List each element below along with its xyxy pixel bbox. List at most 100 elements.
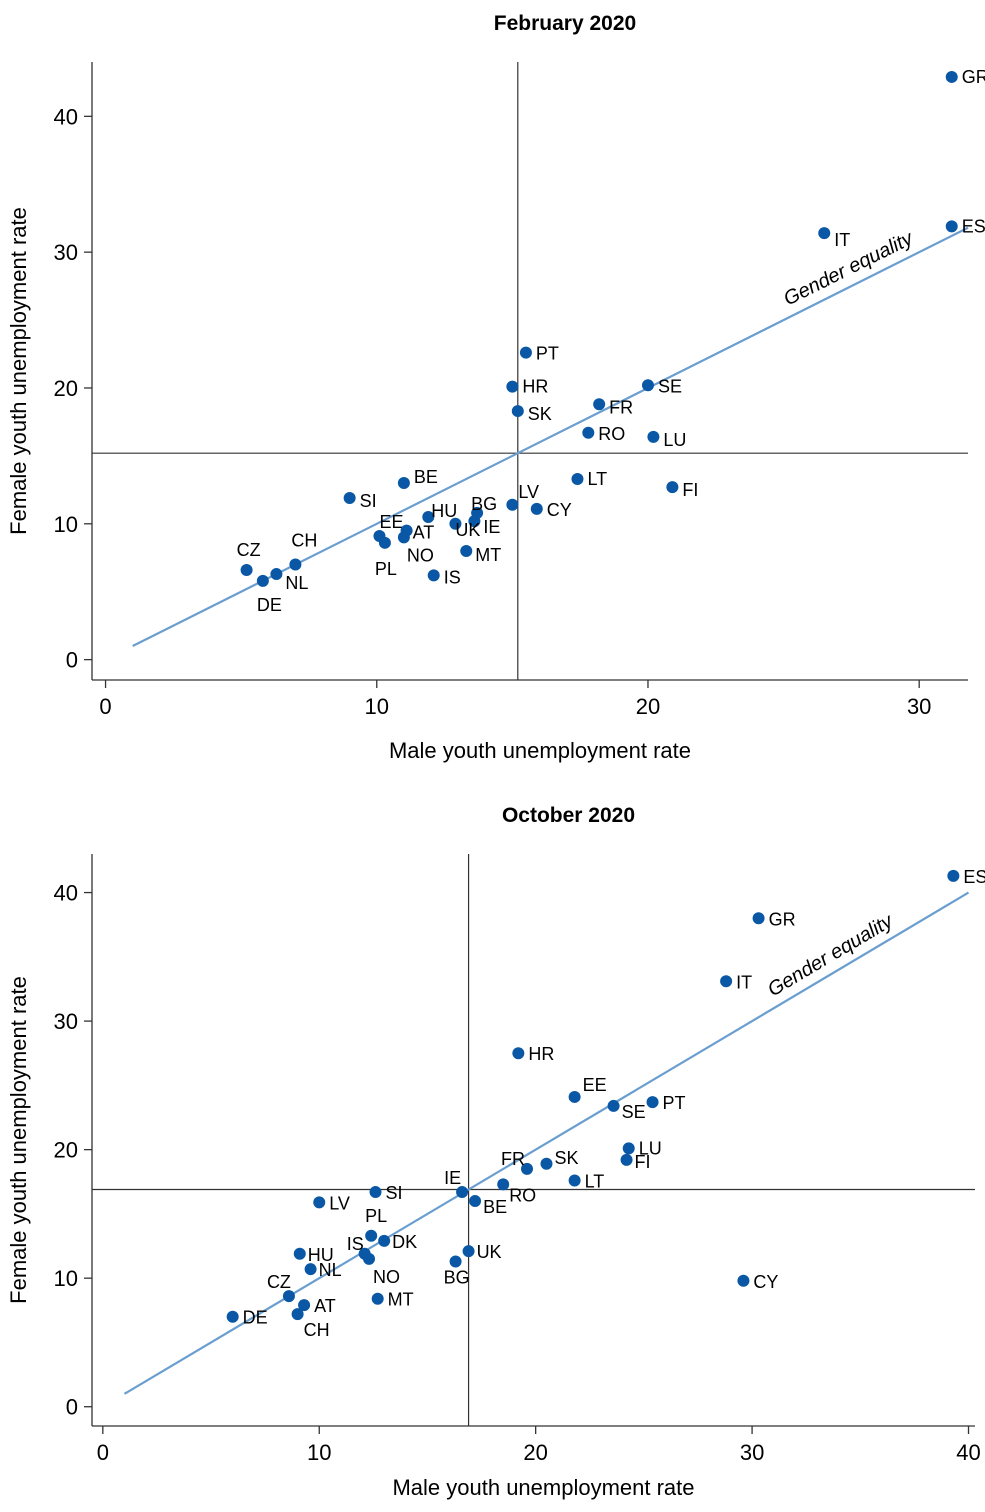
- data-point-lv: [313, 1196, 326, 1209]
- data-label-ch: CH: [291, 531, 317, 551]
- data-label-es: ES: [963, 867, 985, 887]
- data-point-ie: [456, 1186, 469, 1199]
- data-label-lv: LV: [518, 482, 539, 502]
- data-point-uk: [462, 1245, 475, 1258]
- data-label-es: ES: [962, 216, 985, 236]
- y-tick-label: 40: [54, 104, 78, 129]
- data-label-lu: LU: [639, 1138, 662, 1158]
- data-label-mt: MT: [388, 1290, 414, 1310]
- data-label-nl: NL: [319, 1260, 342, 1280]
- data-label-sk: SK: [554, 1148, 578, 1168]
- data-label-dk: DK: [392, 1232, 417, 1252]
- data-label-be: BE: [483, 1197, 507, 1217]
- data-point-si: [369, 1186, 382, 1199]
- data-point-lt: [568, 1174, 581, 1187]
- data-label-de: DE: [243, 1308, 268, 1328]
- data-point-no: [397, 531, 410, 544]
- chart-title: February 2020: [494, 12, 636, 35]
- data-point-hu: [293, 1247, 306, 1260]
- data-label-cy: CY: [547, 500, 572, 520]
- data-point-ro: [582, 426, 595, 439]
- data-label-si: SI: [360, 491, 377, 511]
- x-tick-label: 30: [907, 694, 931, 719]
- data-point-cy: [530, 502, 543, 515]
- data-label-lu: LU: [663, 430, 686, 450]
- data-point-fr: [593, 398, 606, 411]
- data-point-sk: [511, 405, 524, 418]
- data-point-pl: [365, 1229, 378, 1242]
- data-label-ch: CH: [304, 1320, 330, 1340]
- data-point-gr: [945, 70, 958, 83]
- x-axis-label: Male youth unemployment rate: [392, 1475, 694, 1500]
- data-label-cy: CY: [753, 1272, 778, 1292]
- data-point-se: [641, 379, 654, 392]
- data-point-de: [226, 1310, 239, 1323]
- data-point-nl: [270, 568, 283, 581]
- x-tick-label: 0: [99, 694, 111, 719]
- data-label-cz: CZ: [267, 1272, 291, 1292]
- data-label-it: IT: [834, 230, 850, 250]
- data-label-uk: UK: [477, 1242, 502, 1262]
- data-label-lv: LV: [329, 1193, 350, 1213]
- data-label-at: AT: [413, 523, 435, 543]
- data-point-sk: [540, 1157, 553, 1170]
- x-tick-label: 30: [740, 1440, 764, 1465]
- data-label-se: SE: [658, 376, 682, 396]
- x-tick-label: 40: [956, 1440, 980, 1465]
- data-label-cz: CZ: [237, 540, 261, 560]
- data-label-mt: MT: [475, 545, 501, 565]
- x-tick-label: 0: [97, 1440, 109, 1465]
- data-label-ie: IE: [483, 517, 500, 537]
- data-point-fi: [666, 481, 679, 494]
- data-point-cz: [282, 1290, 295, 1303]
- data-point-is: [427, 569, 440, 582]
- data-label-no: NO: [407, 545, 434, 565]
- data-label-fi: FI: [682, 480, 698, 500]
- chart-panel-february: February 2020 0 10 20 30 0 10 20 30 40 Male youth …: [6, 12, 985, 763]
- data-label-is: IS: [444, 567, 461, 587]
- data-label-pt: PT: [663, 1093, 686, 1113]
- data-point-lu: [647, 430, 660, 443]
- data-label-it: IT: [736, 972, 752, 992]
- data-label-fr: FR: [609, 397, 633, 417]
- data-point-es: [947, 869, 960, 882]
- x-axis-label: Male youth unemployment rate: [389, 738, 691, 763]
- y-tick-label: 10: [54, 512, 78, 537]
- data-point-be: [469, 1195, 482, 1208]
- data-label-hu: HU: [431, 501, 457, 521]
- data-point-at: [298, 1299, 311, 1312]
- data-label-is: IS: [347, 1234, 364, 1254]
- data-point-it: [818, 227, 831, 240]
- data-label-de: DE: [257, 595, 282, 615]
- data-label-fr: FR: [501, 1149, 525, 1169]
- data-label-pl: PL: [375, 559, 397, 579]
- data-point-mt: [371, 1292, 384, 1305]
- data-label-be: BE: [414, 467, 438, 487]
- data-point-fi: [620, 1153, 633, 1166]
- y-axis-label: Female youth unemployment rate: [6, 976, 31, 1304]
- data-label-hu: HU: [308, 1245, 334, 1265]
- data-point-de: [256, 574, 269, 587]
- data-label-hr: HR: [528, 1044, 554, 1064]
- data-point-cz: [240, 563, 253, 576]
- data-point-gr: [752, 912, 765, 925]
- y-tick-label: 0: [66, 648, 78, 673]
- data-label-gr: GR: [962, 67, 985, 87]
- y-tick-label: 40: [54, 881, 78, 906]
- data-point-no: [363, 1252, 376, 1265]
- data-point-ch: [291, 1308, 304, 1321]
- y-axis-label: Female youth unemployment rate: [6, 207, 31, 535]
- x-tick-label: 20: [636, 694, 660, 719]
- data-label-ro: RO: [598, 424, 625, 444]
- data-point-pt: [519, 346, 532, 359]
- data-point-it: [720, 975, 733, 988]
- data-point-pt: [646, 1096, 659, 1109]
- gender-equality-line: [123, 891, 970, 1395]
- data-label-ro: RO: [509, 1185, 536, 1205]
- chart-panel-october: October 2020 0 10 20 30 40 0 10 20 30 40 Male youth…: [0, 790, 985, 1512]
- data-point-cy: [737, 1274, 750, 1287]
- y-tick-label: 20: [54, 1138, 78, 1163]
- data-point-es: [945, 220, 958, 233]
- data-label-hr: HR: [522, 377, 548, 397]
- y-tick-label: 30: [54, 1009, 78, 1034]
